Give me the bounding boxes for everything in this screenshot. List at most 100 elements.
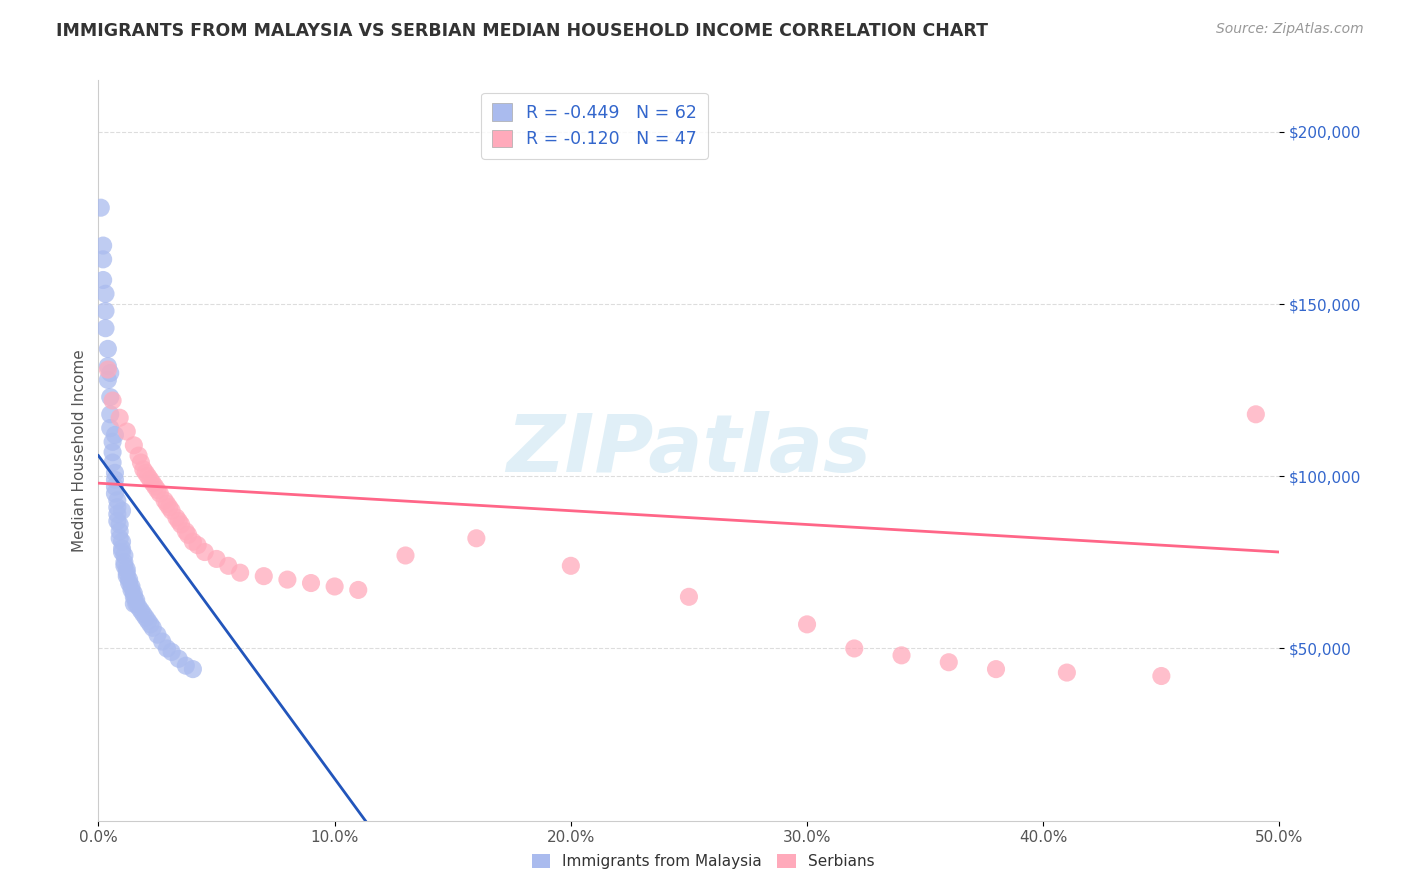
Point (128, 600, 150, 615)
Point (98, 390, 121, 404)
Point (146, 628, 169, 642)
Point (91, 252, 114, 267)
Point (122, 597, 145, 611)
Point (98, 407, 121, 421)
Point (146, 483, 169, 497)
Point (97, 342, 120, 356)
Point (104, 486, 127, 500)
Point (105, 493, 128, 508)
Point (115, 562, 138, 576)
Point (105, 507, 128, 521)
Point (108, 517, 131, 532)
Point (125, 597, 148, 611)
Point (108, 524, 131, 539)
Point (167, 514, 190, 528)
Point (139, 617, 162, 632)
Point (465, 531, 488, 545)
Point (108, 410, 131, 425)
Point (112, 549, 135, 563)
Point (112, 555, 135, 569)
Point (94, 321, 117, 335)
Point (142, 476, 165, 491)
Point (115, 569, 138, 583)
Legend: R = -0.449   N = 62, R = -0.120   N = 47: R = -0.449 N = 62, R = -0.120 N = 47 (481, 93, 707, 159)
Point (111, 541, 134, 556)
Point (678, 590, 700, 604)
Point (253, 569, 276, 583)
Point (1244, 407, 1267, 421)
Point (938, 655, 960, 669)
Point (104, 428, 127, 442)
Point (111, 534, 134, 549)
Point (560, 558, 582, 573)
Point (115, 566, 138, 580)
Point (101, 445, 124, 459)
Point (91, 273, 114, 287)
Point (165, 510, 187, 524)
Point (167, 652, 190, 666)
Point (394, 549, 416, 563)
Point (187, 538, 209, 552)
Point (101, 393, 124, 408)
Point (128, 449, 150, 463)
Point (129, 456, 152, 470)
Point (122, 438, 145, 452)
Point (121, 582, 143, 597)
Point (796, 617, 818, 632)
Point (98, 366, 121, 380)
Point (299, 576, 322, 591)
Point (94, 304, 117, 318)
Point (276, 573, 298, 587)
Point (229, 566, 252, 580)
Point (156, 641, 179, 656)
Text: ZIPatlas: ZIPatlas (506, 411, 872, 490)
Point (136, 469, 159, 483)
Point (890, 648, 912, 663)
Point (136, 614, 159, 628)
Point (135, 466, 157, 480)
Text: IMMIGRANTS FROM MALAYSIA VS SERBIAN MEDIAN HOUSEHOLD INCOME CORRELATION CHART: IMMIGRANTS FROM MALAYSIA VS SERBIAN MEDI… (56, 22, 988, 40)
Point (105, 514, 128, 528)
Point (181, 534, 204, 549)
Point (91, 238, 114, 252)
Point (132, 462, 155, 476)
Point (174, 658, 197, 673)
Point (108, 531, 131, 545)
Point (112, 558, 135, 573)
Point (97, 373, 120, 387)
Point (122, 590, 145, 604)
Legend: Immigrants from Malaysia, Serbians: Immigrants from Malaysia, Serbians (526, 848, 880, 875)
Point (121, 579, 143, 593)
Point (170, 517, 193, 532)
Point (132, 607, 155, 621)
Point (153, 493, 176, 508)
Point (115, 425, 138, 439)
Point (118, 576, 141, 591)
Point (984, 662, 1007, 676)
Point (181, 662, 204, 676)
Point (1150, 669, 1173, 683)
Point (111, 545, 134, 559)
Text: Source: ZipAtlas.com: Source: ZipAtlas.com (1216, 22, 1364, 37)
Point (205, 552, 228, 566)
Point (129, 604, 152, 618)
Point (101, 456, 124, 470)
Point (143, 480, 166, 494)
Point (97, 359, 120, 373)
Point (142, 621, 165, 635)
Point (347, 582, 370, 597)
Point (844, 641, 866, 656)
Point (104, 466, 127, 480)
Point (101, 434, 124, 449)
Point (194, 545, 217, 559)
Point (98, 421, 121, 435)
Point (217, 558, 239, 573)
Point (150, 634, 173, 648)
Point (1056, 665, 1078, 680)
Point (97, 362, 120, 376)
Y-axis label: Median Household Income: Median Household Income (72, 349, 87, 552)
Point (94, 286, 117, 301)
Point (118, 573, 141, 587)
Point (125, 593, 148, 607)
Point (177, 528, 200, 542)
